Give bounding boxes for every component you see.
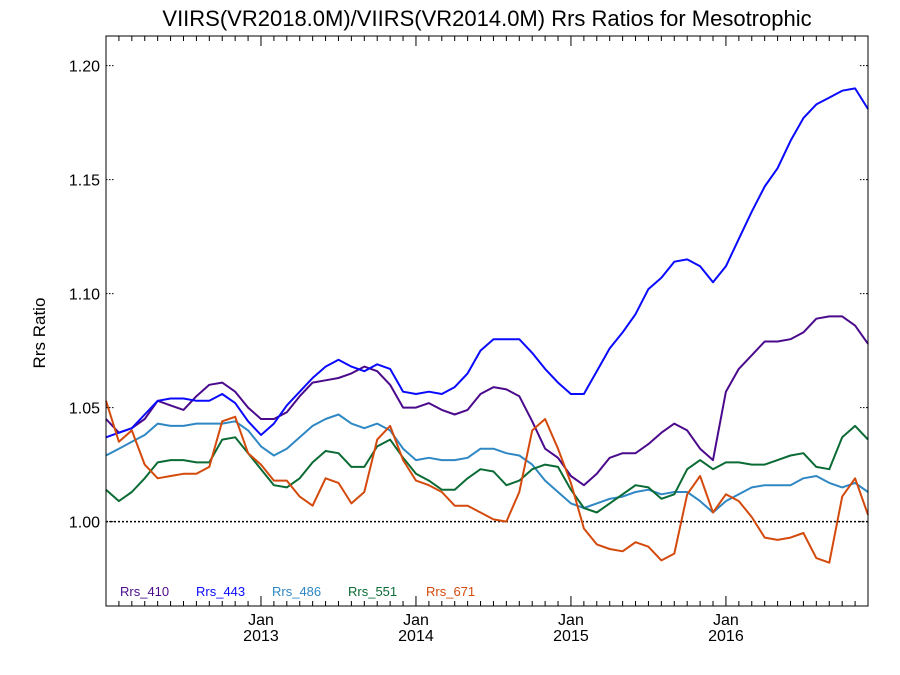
y-tick-label: 1.15: [69, 173, 100, 190]
y-axis: 1.00 1.05 1.10 1.15 1.20: [69, 59, 868, 532]
series-line-rrs-443: [105, 87, 869, 439]
series-line-rrs-671: [105, 400, 869, 564]
legend-entry-rrs-551: Rrs_551: [348, 584, 397, 599]
series-line-rrs-551: [105, 424, 869, 514]
legend-entry-rrs-410: Rrs_410: [120, 584, 169, 599]
plot-area: [105, 87, 869, 564]
legend-entry-rrs-671: Rrs_671: [426, 584, 475, 599]
plot-frame: [105, 35, 869, 607]
legend: Rrs_410 Rrs_443 Rrs_486 Rrs_551 Rrs_671: [120, 584, 475, 599]
x-tick-label-year: 2015: [553, 628, 589, 645]
y-tick-label: 1.10: [69, 287, 100, 304]
x-tick-label-month: Jan: [713, 612, 739, 629]
chart-title: VIIRS(VR2018.0M)/VIIRS(VR2014.0M) Rrs Ra…: [162, 6, 811, 31]
y-axis-label: Rrs Ratio: [30, 298, 49, 369]
legend-entry-rrs-443: Rrs_443: [196, 584, 245, 599]
series-line-rrs-410: [105, 315, 869, 487]
x-tick-label-month: Jan: [403, 612, 429, 629]
y-tick-label: 1.05: [69, 401, 100, 418]
x-tick-label-month: Jan: [248, 612, 274, 629]
x-tick-label-year: 2016: [708, 628, 744, 645]
y-tick-label: 1.00: [69, 515, 100, 532]
series-line-rrs-486: [105, 413, 869, 514]
y-tick-label: 1.20: [69, 59, 100, 76]
x-tick-label-year: 2014: [398, 628, 434, 645]
legend-entry-rrs-486: Rrs_486: [272, 584, 321, 599]
x-tick-label-month: Jan: [558, 612, 584, 629]
x-tick-label-year: 2013: [243, 628, 279, 645]
